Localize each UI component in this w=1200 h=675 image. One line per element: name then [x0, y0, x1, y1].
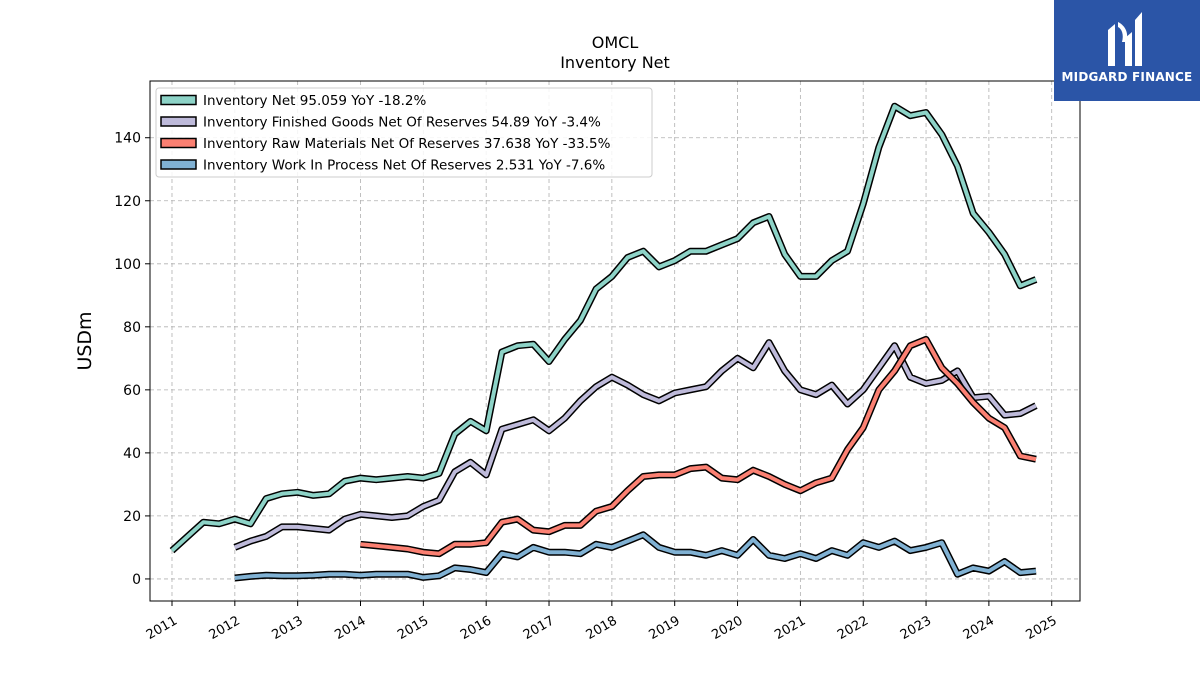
x-tick-label: 2023	[898, 613, 934, 643]
y-tick-label: 0	[132, 572, 141, 588]
legend: Inventory Net 95.059 YoY -18.2% Inventory…	[155, 87, 653, 178]
x-tick-label: 2015	[395, 613, 431, 643]
x-tick-label: 2021	[772, 613, 808, 643]
x-tick-label: 2025	[1024, 613, 1060, 643]
y-tick-label: 40	[123, 446, 141, 462]
legend-entry-label: Inventory Raw Materials Net Of Reserves …	[203, 136, 611, 152]
x-tick-label: 2019	[647, 613, 683, 643]
y-tick-label: 100	[114, 257, 141, 273]
series-1	[169, 102, 1038, 554]
series-line	[234, 532, 1037, 580]
y-axis-label: USDm	[74, 311, 96, 370]
y-tick-label: 140	[114, 131, 141, 147]
y-tick-label: 80	[123, 320, 141, 336]
chart-subtitle: Inventory Net	[560, 53, 670, 72]
legend-entry-label: Inventory Net 95.059 YoY -18.2%	[203, 93, 426, 109]
brand-logo-text: MIDGARD FINANCE	[1061, 70, 1193, 84]
x-tick-label: 2024	[961, 613, 997, 643]
x-tick-label: 2011	[144, 613, 180, 643]
legend-swatch	[160, 137, 197, 149]
x-tick-label: 2022	[835, 613, 871, 643]
brand-logo: MIDGARD FINANCE	[1054, 0, 1200, 101]
series-line	[170, 104, 1037, 553]
plot-frame	[149, 80, 1081, 602]
x-tick-label: 2016	[458, 613, 494, 643]
y-tick-label: 20	[123, 509, 141, 525]
y-tick-label: 120	[114, 194, 141, 210]
legend-swatch	[160, 94, 197, 106]
series-layer	[169, 102, 1038, 582]
legend-entry-label: Inventory Work In Process Net Of Reserve…	[203, 158, 605, 174]
x-tick-label: 2020	[709, 613, 745, 643]
x-tick-label: 2017	[521, 613, 557, 643]
series-line-outline	[234, 531, 1037, 582]
midgard-logo-icon	[1108, 12, 1142, 66]
x-tick-label: 2013	[270, 613, 306, 643]
chart-title: OMCL	[592, 33, 639, 52]
series-3	[360, 335, 1037, 558]
legend-swatch	[160, 116, 197, 127]
legend-box	[155, 87, 653, 178]
y-axis: 0 20 40 60 80 100 120 140	[114, 131, 150, 588]
y-tick-label: 60	[123, 383, 141, 399]
series-line	[360, 337, 1037, 556]
legend-entry-label: Inventory Finished Goods Net Of Reserves…	[203, 115, 601, 131]
x-tick-label: 2014	[332, 613, 368, 643]
series-2	[233, 339, 1038, 551]
series-4	[234, 531, 1037, 582]
series-line	[234, 340, 1037, 550]
legend-swatch	[160, 159, 197, 170]
x-axis: 2011 2012 2013 2014 2015 2016 2017 2018 2019 2020…	[144, 601, 1060, 643]
x-tick-label: 2012	[207, 613, 243, 643]
x-tick-label: 2018	[584, 613, 620, 643]
series-line-outline	[360, 335, 1037, 558]
